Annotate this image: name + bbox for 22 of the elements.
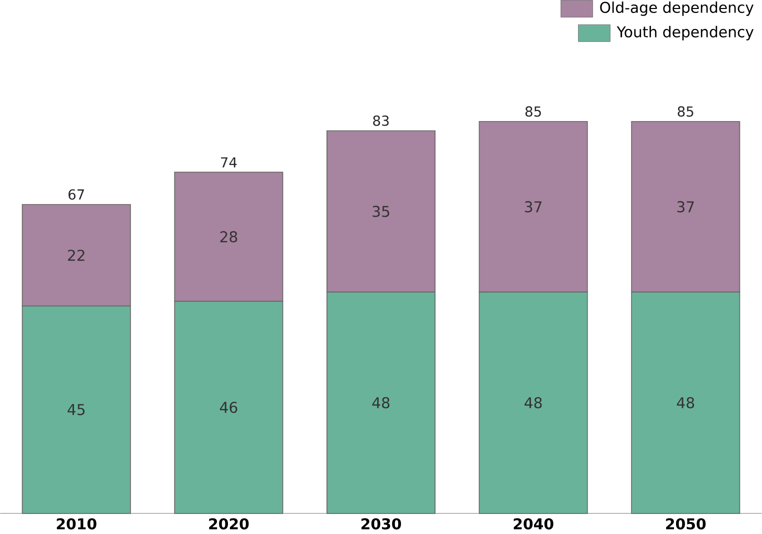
data-label: 37 [524,201,542,212]
data-label: 48 [524,397,542,408]
x-tick-label: 2010 [56,518,96,530]
data-label: 45 [68,404,85,416]
x-tick-label: 2050 [666,518,706,530]
legend-label: Youth dependency [616,26,754,40]
data-label: 35 [372,206,390,218]
data-label: 48 [372,397,390,408]
data-label: 48 [676,397,694,408]
total-label: 67 [68,189,84,200]
total-label: 83 [373,115,389,126]
data-label: 22 [68,250,84,261]
total-label: 85 [678,106,694,117]
x-tick-label: 2030 [361,518,402,530]
total-label: 74 [221,157,237,168]
data-label: 46 [220,402,238,413]
total-label: 85 [525,106,541,117]
legend-label: Old-age dependency [600,1,754,16]
x-tick-label: 2040 [514,518,554,530]
x-tick-label: 2020 [209,518,249,530]
data-label: 28 [220,231,238,242]
data-label: 37 [677,201,694,212]
